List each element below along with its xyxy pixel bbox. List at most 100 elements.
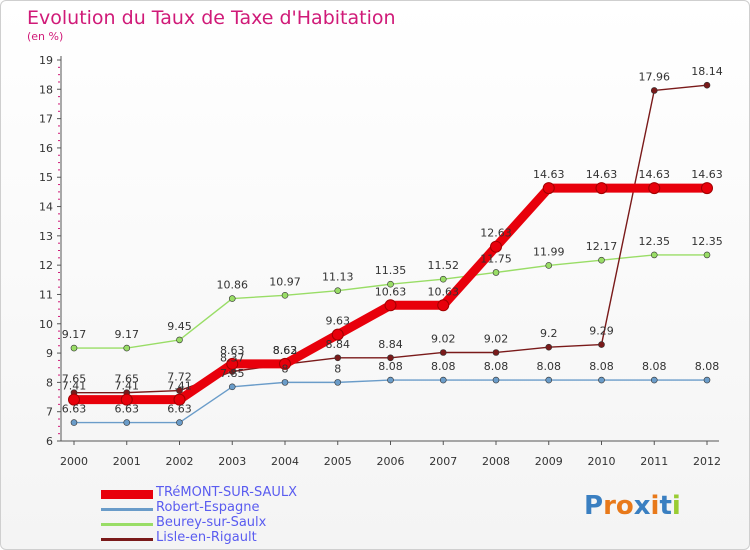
data-point	[384, 299, 397, 312]
data-label: 7.65	[62, 373, 87, 386]
data-label: 9.45	[167, 320, 192, 333]
data-point	[439, 275, 447, 283]
y-minor-tick	[58, 81, 60, 83]
data-point	[490, 240, 502, 253]
legend-label-beurey-sur-saulx: Beurey-sur-Saulx	[156, 515, 267, 530]
logo-letter: i	[650, 491, 660, 521]
data-point	[701, 182, 713, 195]
data-label: 11.52	[428, 259, 460, 272]
data-point	[120, 393, 133, 406]
data-label: 14.63	[691, 168, 723, 181]
data-label: 9.29	[589, 325, 614, 338]
line-chart: 6 7 8 9 10 11 12 13 14 15 16 17 18 19 2000 2001 2002 2003…	[39, 54, 723, 468]
data-point	[598, 376, 605, 384]
data-label: 14.63	[533, 168, 565, 181]
x-tick-label: 2001	[113, 455, 141, 468]
data-point	[648, 182, 661, 195]
data-label: 7.85	[220, 367, 245, 380]
data-point	[595, 182, 608, 195]
x-tick-label: 2007	[429, 455, 457, 468]
data-label: 8.08	[484, 360, 509, 373]
y-minor-tick	[58, 162, 60, 164]
y-minor-tick	[58, 250, 60, 251]
legend-swatch-beurey-sur-saulx	[101, 523, 153, 526]
data-point	[492, 269, 500, 276]
y-tick-label: 15	[39, 171, 53, 184]
legend-swatch-lisle-en-rigault	[101, 538, 153, 541]
y-minor-tick	[58, 220, 60, 222]
data-point	[598, 341, 605, 348]
y-tick-label: 7	[46, 406, 53, 419]
chart-title: Evolution du Taux de Taxe d'Habitation	[27, 7, 396, 29]
y-minor-tick	[58, 418, 60, 420]
x-tick-label: 2008	[482, 455, 510, 468]
data-label: 11.13	[322, 271, 354, 284]
y-minor-tick	[58, 308, 60, 310]
data-label: 8.62	[273, 344, 298, 357]
x-tick-label: 2005	[324, 455, 352, 468]
y-minor-tick	[58, 389, 60, 391]
y-tick-label: 10	[39, 318, 53, 331]
data-point	[176, 387, 183, 394]
data-label: 10.63	[428, 285, 460, 298]
y-tick-label: 8	[46, 376, 53, 389]
data-label: 9.2	[540, 327, 558, 340]
y-minor-tick	[58, 257, 60, 259]
data-point	[439, 349, 447, 356]
proxiti-logo: Proxiti	[584, 491, 681, 521]
data-point	[703, 376, 711, 384]
logo-letter: o	[615, 491, 634, 521]
y-tick-label: 16	[39, 142, 53, 155]
data-label: 6.63	[115, 403, 140, 416]
data-label: 7.65	[115, 373, 140, 386]
data-point	[545, 376, 553, 384]
legend-label-robert-espagne: Robert-Espagne	[156, 500, 260, 515]
y-minor-tick	[58, 96, 60, 98]
data-label: 8	[282, 362, 289, 375]
logo-letter: t	[659, 491, 672, 521]
data-label: 8.63	[273, 344, 298, 357]
data-point	[176, 419, 183, 426]
y-tick-label: 17	[39, 113, 53, 126]
data-point	[492, 349, 500, 356]
y-minor-tick	[58, 403, 60, 405]
data-label: 8.37	[220, 352, 245, 365]
data-label: 10.63	[375, 285, 407, 298]
data-point	[387, 280, 394, 288]
y-minor-tick	[58, 154, 60, 156]
y-minor-tick	[58, 301, 60, 303]
data-label: 8.08	[537, 360, 562, 373]
data-label: 6.63	[62, 403, 87, 416]
data-label: 9.63	[326, 315, 351, 328]
y-minor-tick	[58, 286, 60, 288]
legend: TRéMONT-SUR-SAULX Robert-Espagne Beurey-…	[101, 485, 361, 547]
y-minor-tick	[58, 242, 60, 244]
legend-item-robert-espagne: Robert-Espagne	[101, 500, 361, 517]
data-point	[173, 393, 186, 406]
data-point	[437, 299, 450, 312]
data-point	[542, 182, 555, 195]
y-minor-tick	[58, 132, 60, 134]
data-point	[387, 376, 394, 384]
data-point	[279, 357, 291, 370]
logo-letter: P	[584, 491, 604, 521]
y-tick-label: 18	[39, 83, 53, 96]
data-label: 14.63	[639, 168, 671, 181]
y-minor-tick	[58, 74, 60, 76]
data-label: 9.02	[484, 332, 509, 345]
data-label: 9.17	[115, 328, 140, 341]
x-tick-label: 2006	[377, 455, 405, 468]
legend-label-tremont: TRéMONT-SUR-SAULX	[156, 485, 298, 500]
data-label: 7.41	[167, 380, 192, 393]
y-tick-label: 13	[39, 230, 53, 243]
data-point	[123, 344, 131, 352]
data-label: 7.41	[62, 380, 87, 393]
data-point	[650, 251, 658, 259]
legend-swatch-tremont	[101, 490, 153, 499]
data-label: 8.63	[220, 344, 245, 357]
data-label: 11.99	[533, 245, 565, 258]
data-label: 8.84	[326, 338, 351, 351]
y-minor-tick	[58, 396, 60, 398]
data-point	[545, 343, 553, 351]
data-point	[598, 256, 605, 264]
